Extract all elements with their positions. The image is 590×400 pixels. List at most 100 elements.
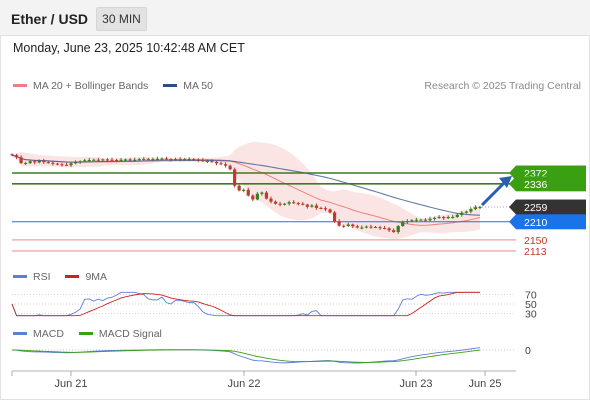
level-tag-2210	[516, 214, 586, 230]
macd-swatch-icon	[13, 331, 27, 335]
candle-body	[42, 160, 46, 163]
candle-body	[437, 216, 441, 218]
price-level-layer	[12, 172, 516, 252]
candle-body	[24, 163, 28, 165]
bollinger-swatch-icon	[13, 83, 27, 87]
candle-body	[51, 162, 55, 164]
candle-body	[319, 207, 323, 209]
candle-body	[142, 158, 146, 160]
chart-datetime: Monday, June 23, 2025 10:42:48 AM CET	[13, 41, 245, 55]
candle-body	[78, 161, 82, 163]
candle-body	[128, 159, 132, 161]
rsi-legend: RSI 9MA	[13, 271, 119, 283]
candle-body	[255, 193, 259, 200]
candle-body	[160, 158, 164, 160]
level-tag-pointer-icon	[509, 165, 516, 181]
level-label-2150: 2150	[524, 235, 548, 247]
candle-body	[382, 228, 387, 230]
level-label-2259: 2259	[524, 202, 548, 214]
candle-body	[114, 160, 119, 162]
candle-body	[387, 228, 391, 231]
timeframe-button[interactable]: 30 MIN	[96, 7, 147, 31]
rsi-tick-50: 50	[525, 299, 537, 311]
candle-body	[123, 159, 128, 161]
instrument-title: Ether / USD	[11, 11, 89, 27]
candle-body	[87, 160, 91, 162]
moving-average-layer	[11, 154, 481, 216]
candle-body	[60, 164, 64, 166]
candle-body	[419, 219, 423, 221]
candle-body	[373, 226, 378, 228]
candle-body	[133, 159, 137, 161]
candle-body	[137, 159, 141, 161]
candle-body	[74, 162, 78, 164]
level-tag-pointer-icon	[509, 214, 516, 230]
legend-signal: MACD Signal	[78, 328, 162, 340]
candle-body	[101, 159, 105, 161]
candle-body	[169, 159, 173, 161]
candle-body	[205, 160, 209, 162]
rsi-swatch-icon	[13, 274, 27, 278]
candle-body	[328, 209, 332, 213]
candle-body	[346, 224, 350, 227]
legend-rsi-ma-label: 9MA	[85, 271, 108, 283]
forecast-arrow-layer	[480, 176, 512, 207]
candle-body	[473, 207, 478, 210]
level-tag-2259	[516, 199, 586, 215]
candle-body	[192, 159, 196, 161]
macd-line	[11, 347, 481, 364]
candle-body	[405, 221, 409, 223]
candle-body	[96, 159, 100, 161]
macd-signal-line	[11, 349, 481, 363]
rsi-ma-line	[11, 291, 480, 317]
candle-body	[364, 226, 369, 228]
candle-body	[83, 160, 87, 162]
target-block	[516, 166, 586, 192]
candle-body	[110, 159, 114, 161]
candle-body	[155, 158, 159, 160]
candle-body	[260, 192, 264, 194]
candle-body	[146, 158, 150, 160]
candle-body	[37, 160, 41, 163]
candle-body	[369, 226, 373, 228]
candle-body	[69, 163, 73, 166]
level-tag-pointer-icon	[509, 199, 516, 215]
candle-body	[19, 157, 23, 164]
candle-body	[432, 217, 437, 219]
candle-body	[305, 204, 309, 207]
macd-panel: 0	[11, 345, 531, 364]
legend-signal-label: MACD Signal	[98, 328, 162, 340]
candle-body	[414, 219, 418, 221]
forecast-arrow-head-icon	[499, 176, 512, 188]
candle-body	[178, 159, 182, 161]
price-legend: MA 20 + Bollinger Bands MA 50	[13, 80, 225, 92]
candle-body	[292, 202, 296, 204]
candle-body	[283, 203, 287, 205]
candle-body	[337, 221, 341, 226]
candle-body	[214, 161, 219, 164]
candle-body	[464, 211, 468, 213]
candle-body	[92, 159, 96, 161]
bollinger-band	[12, 141, 480, 240]
candle-body	[378, 227, 382, 229]
candle-body	[446, 216, 450, 219]
legend-rsi: RSI	[13, 271, 51, 283]
candle-body	[187, 159, 191, 161]
candle-body	[469, 209, 473, 212]
candle-body	[269, 198, 273, 202]
candle-body	[210, 161, 214, 163]
time-tick-label: Jun 22	[227, 378, 260, 390]
chart-header: Ether / USD 30 MIN	[0, 0, 590, 36]
rsi-tick-30: 30	[525, 308, 537, 320]
candle-body	[196, 159, 200, 161]
candle-body	[401, 222, 405, 227]
candle-body	[164, 158, 169, 160]
candle-body	[246, 189, 250, 196]
candle-body	[46, 162, 50, 164]
level-label-2210: 2210	[524, 217, 548, 229]
candle-body	[301, 203, 305, 205]
candle-body	[442, 216, 446, 219]
candle-body	[55, 163, 60, 165]
